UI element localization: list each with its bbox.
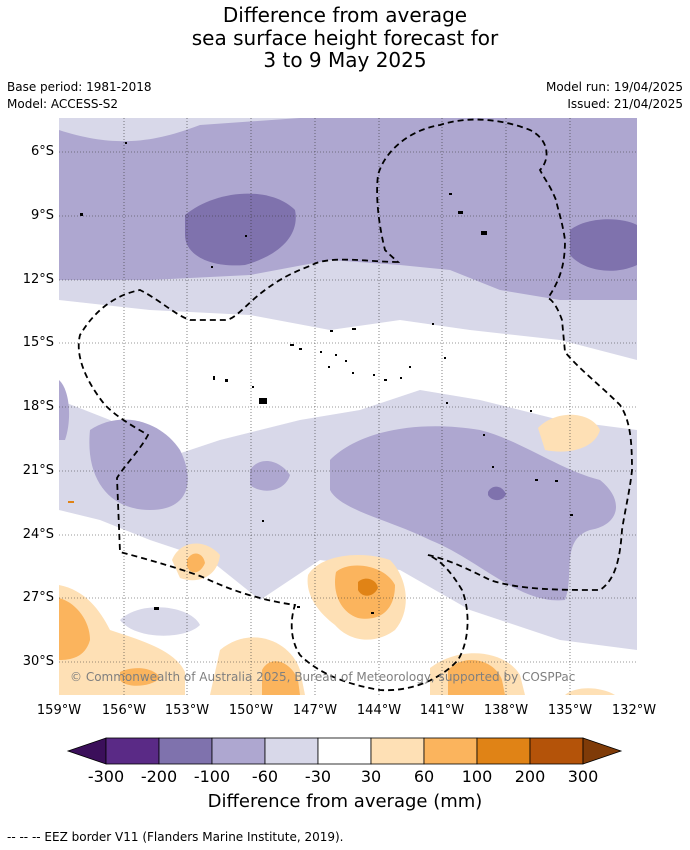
contour-pos30-corner	[565, 688, 615, 695]
lon-label: 159°W	[36, 703, 82, 718]
colorbar-tick: 30	[360, 767, 382, 786]
copyright-notice: © Commonwealth of Australia 2025, Bureau…	[70, 670, 575, 684]
lat-label: 12°S	[22, 272, 54, 287]
lon-label: 135°W	[547, 703, 593, 718]
contour-neg60-south	[89, 419, 188, 510]
contour-pos60-small	[187, 553, 205, 573]
contour-neg30-small	[120, 607, 200, 636]
contour-pos30-southwest	[59, 585, 185, 695]
colorbar-extend-low	[66, 737, 107, 765]
contour-pos30-east	[538, 414, 600, 452]
contour-pos100-center	[358, 578, 378, 596]
base-period: Base period: 1981-2018	[7, 80, 152, 94]
lon-label: 147°W	[292, 703, 338, 718]
colorbar-bin	[158, 737, 213, 765]
lon-label: 150°W	[228, 703, 274, 718]
colorbar-extend-high	[582, 737, 623, 765]
lat-label: 15°S	[22, 335, 54, 350]
islands	[68, 142, 573, 614]
colorbar-tick: 100	[461, 767, 493, 786]
title-line-1: Difference from average	[222, 3, 468, 27]
colorbar-title: Difference from average (mm)	[207, 791, 483, 812]
lon-label: 138°W	[483, 703, 529, 718]
contour-pos60-south	[262, 661, 300, 695]
lat-label: 30°S	[22, 654, 54, 669]
sea-level-map: © Commonwealth of Australia 2025, Bureau…	[59, 118, 637, 695]
lat-label: 27°S	[22, 590, 54, 605]
lon-label: 141°W	[419, 703, 465, 718]
lat-label: 21°S	[22, 463, 54, 478]
lon-label: 156°W	[101, 703, 147, 718]
graticule	[59, 118, 637, 695]
contour-neg100-c	[488, 486, 506, 501]
lat-label: 24°S	[22, 527, 54, 542]
contour-neg60-central	[330, 426, 617, 601]
contour-pos60-sw-south	[120, 668, 160, 686]
meta-right: Model run: 19/04/2025 Issued: 21/04/2025	[546, 79, 683, 113]
colorbar-bin	[264, 737, 319, 765]
title-line-3: 3 to 9 May 2025	[263, 48, 427, 72]
colorbar-tick: 300	[567, 767, 599, 786]
contour-pos60-southeast	[448, 659, 505, 695]
colorbar-bin	[423, 737, 478, 765]
anomaly-field	[59, 118, 637, 695]
colorbar-tick: 60	[413, 767, 435, 786]
model-run: Model run: 19/04/2025	[545, 80, 683, 94]
colorbar-bin	[211, 737, 266, 765]
contour-neg60-patch	[250, 460, 290, 491]
contour-neg100-b	[570, 219, 637, 271]
colorbar-tick: -200	[140, 767, 178, 786]
colorbar-tick: -60	[251, 767, 279, 786]
map-title: Difference from average sea surface heig…	[0, 4, 690, 72]
contour-neg60-west	[59, 380, 70, 440]
lat-label: 6°S	[30, 144, 54, 159]
colorbar	[66, 737, 623, 765]
eez-legend-note: -- -- -- EEZ border V11 (Flanders Marine…	[7, 830, 344, 844]
lon-label: 144°W	[356, 703, 402, 718]
lat-label: 9°S	[30, 208, 54, 223]
colorbar-bin	[370, 737, 425, 765]
issued-date: Issued: 21/04/2025	[567, 97, 683, 111]
colorbar-tick: 200	[514, 767, 546, 786]
meta-left: Base period: 1981-2018 Model: ACCESS-S2	[7, 79, 152, 113]
model-name: Model: ACCESS-S2	[7, 97, 119, 111]
colorbar-bin	[317, 737, 372, 765]
colorbar-bin	[529, 737, 584, 765]
colorbar-bin	[105, 737, 160, 765]
lat-label: 18°S	[22, 399, 54, 414]
lon-label: 132°W	[611, 703, 657, 718]
colorbar-bin	[476, 737, 531, 765]
colorbar-tick: -100	[193, 767, 231, 786]
title-line-2: sea surface height forecast for	[191, 25, 499, 50]
colorbar-tick: -300	[87, 767, 125, 786]
eez-border	[77, 118, 633, 692]
colorbar-tick: -30	[304, 767, 332, 786]
lon-label: 153°W	[164, 703, 210, 718]
contour-pos60-west	[59, 598, 90, 660]
contour-neg100-a	[185, 193, 296, 266]
